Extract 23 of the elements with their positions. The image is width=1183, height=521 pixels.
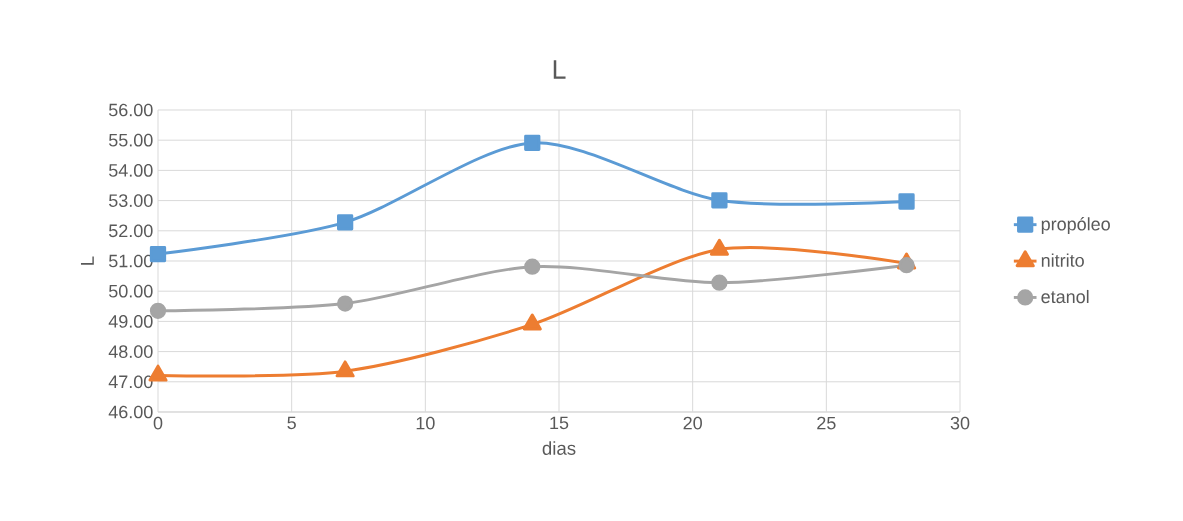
y-tick-label: 52.00 xyxy=(108,224,153,238)
y-tick-label: 53.00 xyxy=(108,194,153,207)
chart-title: L xyxy=(553,60,566,79)
x-tick-label: 10 xyxy=(416,416,435,430)
y-tick-label: 49.00 xyxy=(108,315,153,328)
x-tick-label: 30 xyxy=(950,416,970,430)
y-axis-title: L xyxy=(80,256,94,265)
x-tick-label: 25 xyxy=(817,416,836,430)
x-tick-label: 15 xyxy=(550,416,569,430)
legend-label: etanol xyxy=(1041,289,1089,304)
x-tick-label: 20 xyxy=(683,416,702,430)
y-tick-label: 46.00 xyxy=(108,405,153,419)
legend-label: propóleo xyxy=(1041,217,1110,235)
x-axis-title: dias xyxy=(542,441,576,455)
y-tick-label: 48.00 xyxy=(108,345,153,358)
y-tick-label: 54.00 xyxy=(108,164,153,177)
x-tick-label: 0 xyxy=(153,416,163,430)
y-tick-label: 50.00 xyxy=(108,284,153,298)
y-tick-label: 47.00 xyxy=(108,375,153,389)
y-tick-label: 56.00 xyxy=(108,103,153,117)
x-tick-label: 5 xyxy=(287,416,296,430)
legend-label: nitrito xyxy=(1041,253,1084,267)
y-tick-label: 55.00 xyxy=(108,133,153,147)
